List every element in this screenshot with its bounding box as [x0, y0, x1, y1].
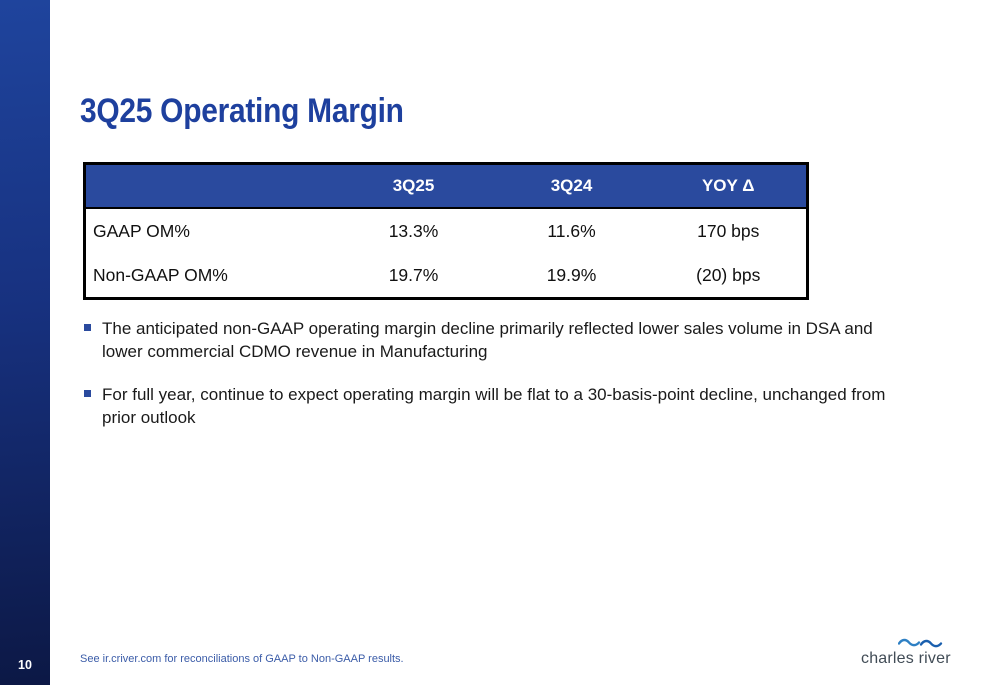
- cell-3q24: 19.9%: [546, 264, 597, 285]
- table-header-3q24: 3Q24: [492, 163, 651, 209]
- table-header-yoy-delta: YOY Δ: [650, 163, 808, 209]
- cell-3q25: 13.3%: [388, 220, 439, 241]
- page-title: 3Q25 Operating Margin: [80, 92, 404, 130]
- table-row-non-gaap: Non-GAAP OM% 19.7% 19.9% (20) bps: [85, 253, 808, 299]
- page-number: 10: [18, 658, 32, 672]
- cell-3q25: 19.7%: [388, 264, 439, 285]
- bullet-square-icon: [84, 324, 91, 331]
- row-label: Non-GAAP OM%: [93, 264, 228, 285]
- bullet-text: For full year, continue to expect operat…: [102, 385, 886, 427]
- bullet-list: The anticipated non-GAAP operating margi…: [84, 317, 886, 449]
- list-item: For full year, continue to expect operat…: [84, 383, 886, 429]
- bullet-square-icon: [84, 390, 91, 397]
- charles-river-wordmark: charles river: [861, 650, 951, 667]
- list-item: The anticipated non-GAAP operating margi…: [84, 317, 886, 363]
- operating-margin-table: 3Q25 3Q24 YOY Δ GAAP OM% 13.3% 11.6% 170…: [83, 162, 809, 300]
- footnote: See ir.criver.com for reconciliations of…: [80, 653, 404, 665]
- charles-river-logo: charles river: [861, 637, 957, 668]
- bullet-text: The anticipated non-GAAP operating margi…: [102, 319, 873, 361]
- cell-yoy-delta: (20) bps: [696, 264, 761, 285]
- table-row-gaap: GAAP OM% 13.3% 11.6% 170 bps: [85, 208, 808, 253]
- row-label: GAAP OM%: [93, 220, 190, 241]
- table-header-3q25: 3Q25: [334, 163, 493, 209]
- table-head: 3Q25 3Q24 YOY Δ: [84, 163, 808, 209]
- cell-yoy-delta: 170 bps: [697, 220, 760, 241]
- charles-river-waves-icon: [898, 638, 943, 648]
- table-header-blank: [84, 163, 335, 209]
- table-header-row: 3Q25 3Q24 YOY Δ: [84, 163, 808, 209]
- cell-3q24: 11.6%: [547, 220, 596, 241]
- table-body: GAAP OM% 13.3% 11.6% 170 bps Non-GAAP OM…: [85, 208, 808, 299]
- sidebar: 10: [0, 0, 50, 685]
